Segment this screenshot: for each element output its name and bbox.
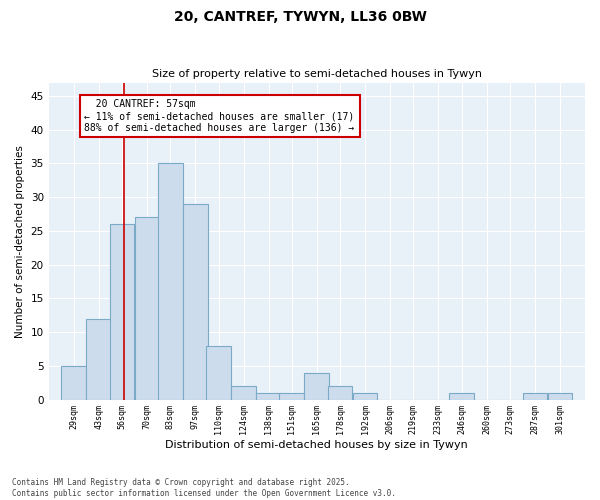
Bar xyxy=(183,204,208,400)
Title: Size of property relative to semi-detached houses in Tywyn: Size of property relative to semi-detach… xyxy=(152,69,482,79)
Text: 20, CANTREF, TYWYN, LL36 0BW: 20, CANTREF, TYWYN, LL36 0BW xyxy=(173,10,427,24)
Bar xyxy=(256,393,281,400)
Bar xyxy=(304,372,329,400)
Bar xyxy=(86,318,111,400)
Bar xyxy=(158,164,182,400)
X-axis label: Distribution of semi-detached houses by size in Tywyn: Distribution of semi-detached houses by … xyxy=(166,440,468,450)
Bar xyxy=(548,393,572,400)
Bar xyxy=(206,346,231,400)
Bar xyxy=(231,386,256,400)
Bar xyxy=(353,393,377,400)
Bar xyxy=(449,393,474,400)
Text: 20 CANTREF: 57sqm
← 11% of semi-detached houses are smaller (17)
88% of semi-det: 20 CANTREF: 57sqm ← 11% of semi-detached… xyxy=(85,100,355,132)
Bar xyxy=(134,218,160,400)
Text: Contains HM Land Registry data © Crown copyright and database right 2025.
Contai: Contains HM Land Registry data © Crown c… xyxy=(12,478,396,498)
Bar xyxy=(523,393,547,400)
Y-axis label: Number of semi-detached properties: Number of semi-detached properties xyxy=(15,144,25,338)
Bar xyxy=(328,386,352,400)
Bar xyxy=(280,393,304,400)
Bar xyxy=(61,366,86,400)
Bar xyxy=(110,224,134,400)
